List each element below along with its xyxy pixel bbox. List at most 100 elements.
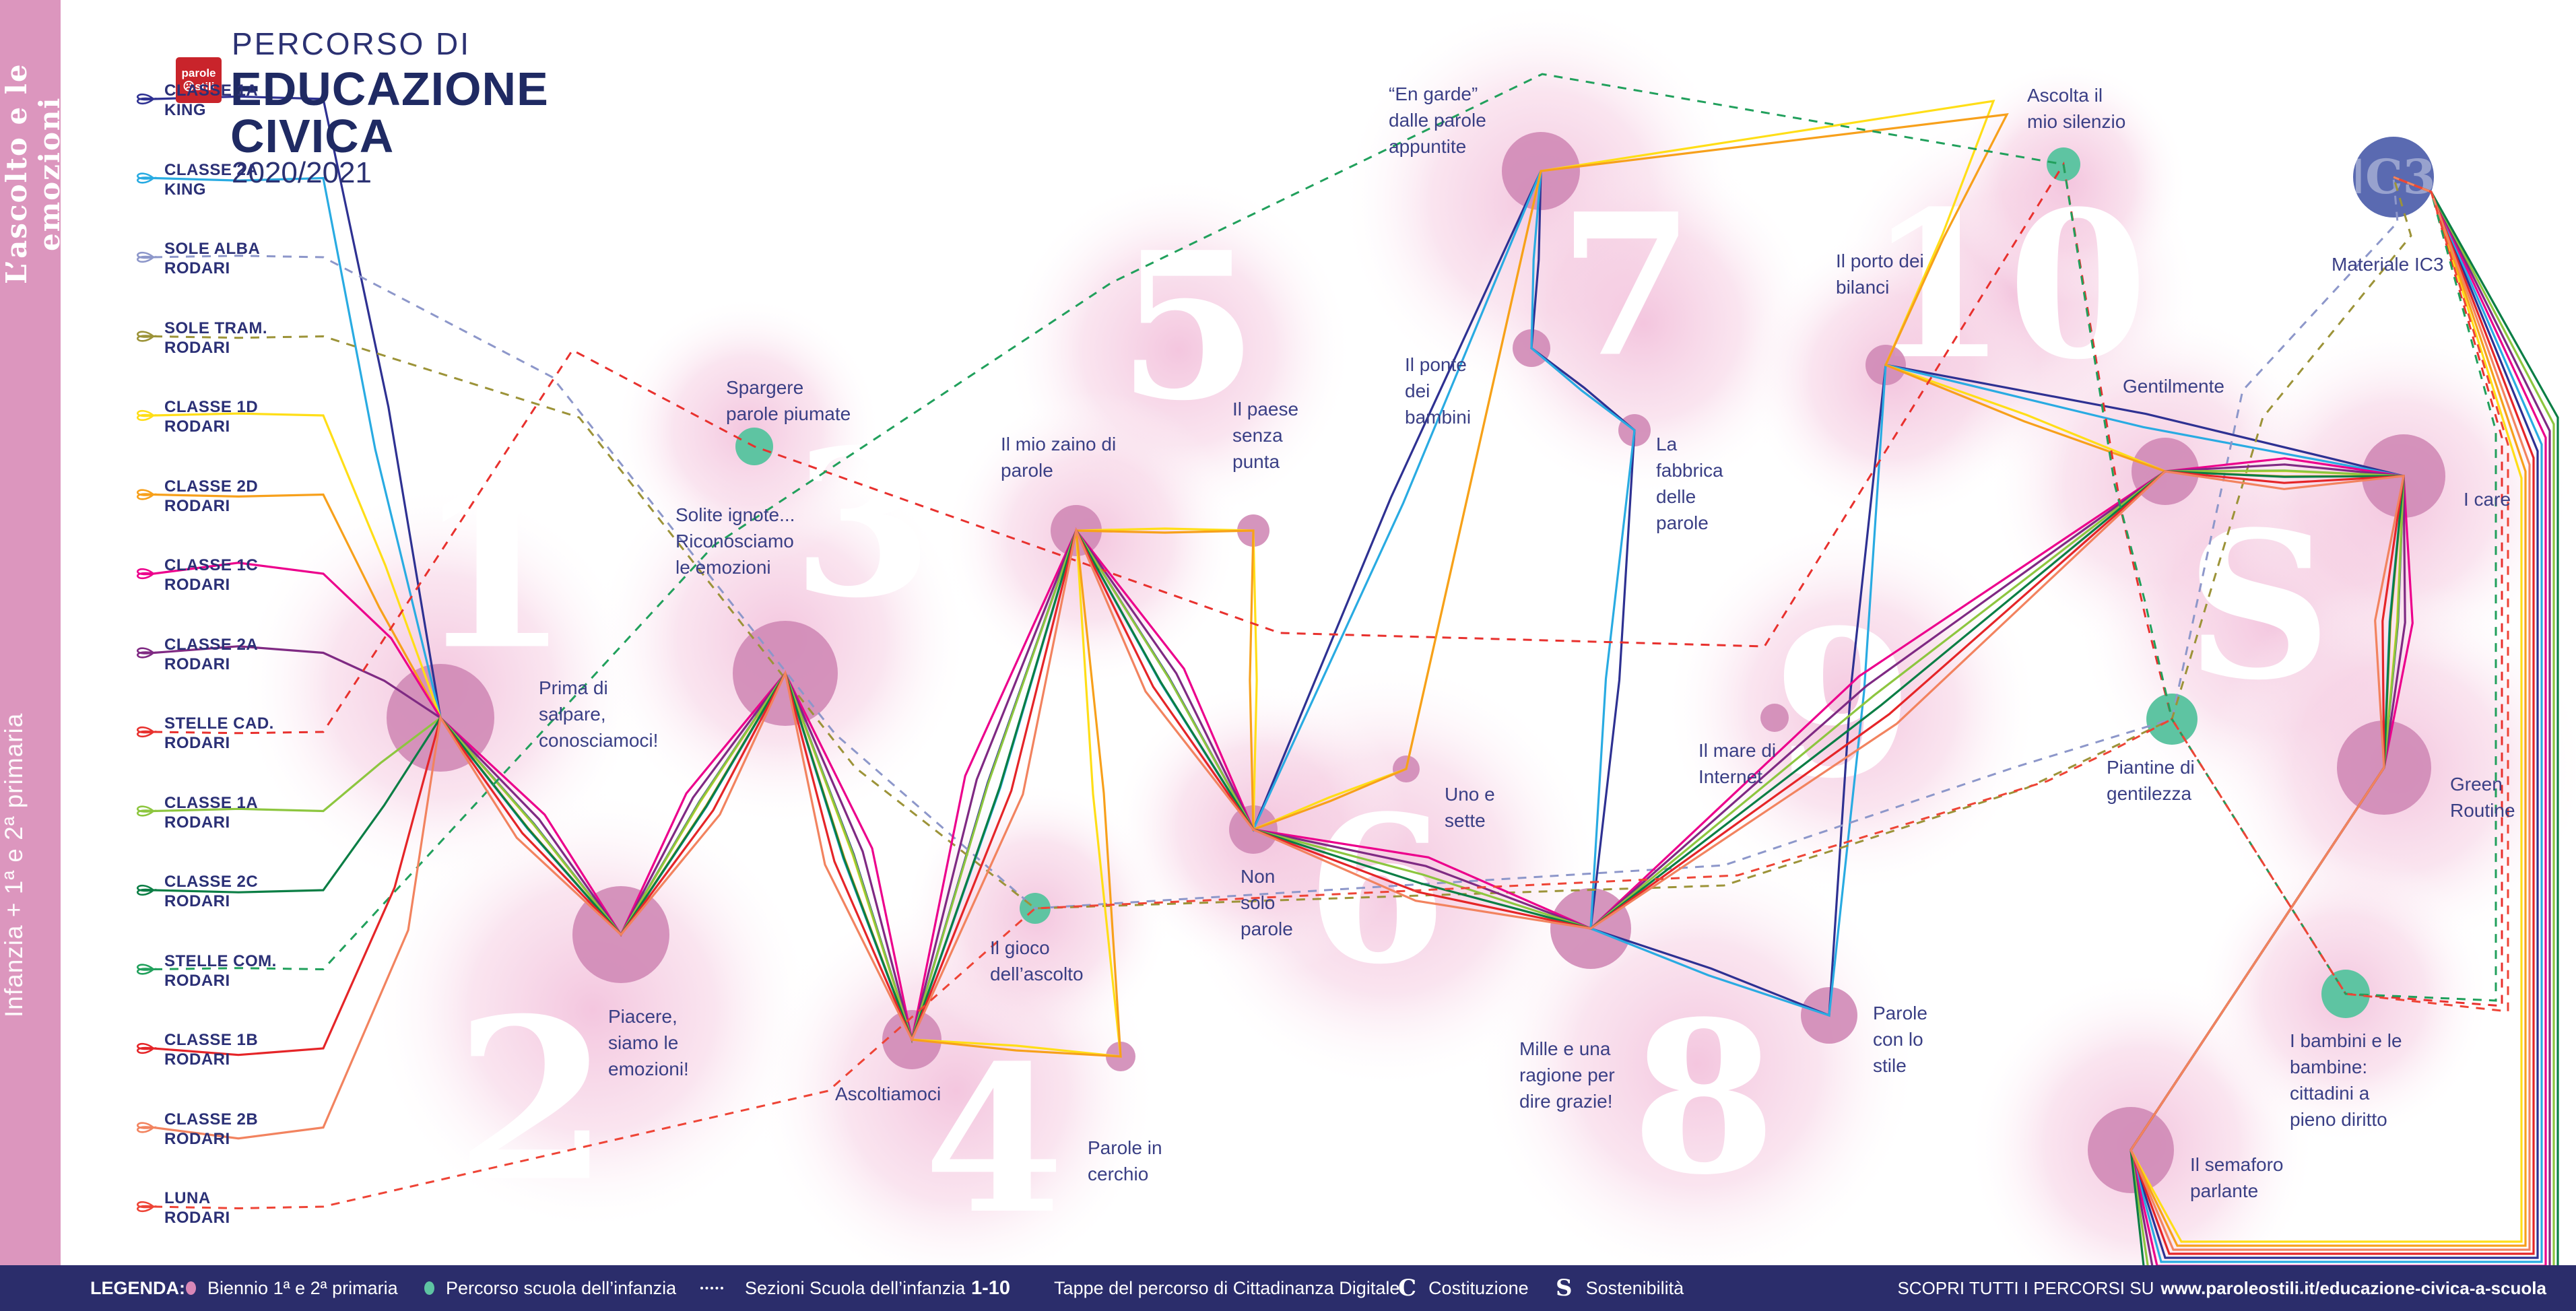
legend-label: Tappe del percorso di Cittadinanza Digit… — [1054, 1277, 1400, 1298]
tappa-numeral-7: 7 — [1558, 171, 1694, 401]
bow-icon — [137, 489, 157, 500]
class-name: SOLE ALBA — [164, 240, 261, 258]
station-label-green: Green Routine — [2450, 774, 2515, 821]
station-label-paese: Il paese senza punta — [1232, 399, 1299, 472]
class-name: CLASSE 2A — [164, 635, 259, 654]
bow-icon — [137, 1122, 157, 1133]
station-label-fabbrica: La fabbrica delle parole — [1656, 434, 1723, 533]
page-title-line1: EDUCAZIONE — [230, 63, 549, 115]
glow-blob — [370, 788, 815, 1232]
tappa-numeral-10: 10 — [1867, 166, 2148, 404]
bow-icon — [137, 1042, 157, 1054]
dot-teal-icon — [424, 1281, 434, 1295]
tappa-numeral-8: 8 — [1631, 976, 1777, 1221]
station-label-zaino: Il mio zaino di parole — [1001, 434, 1117, 481]
logo-line2: ☹stili — [183, 80, 215, 93]
ic3-logo-icon: ǀC3 — [2351, 149, 2435, 205]
bow-icon — [137, 805, 157, 817]
class-school: RODARI — [164, 496, 230, 515]
header-kicker: PERCORSO DI — [232, 26, 471, 61]
route-line-stelle-cad--rodari — [153, 161, 2503, 1007]
legend-label: Biennio 1ª e 2ª primaria — [207, 1277, 398, 1298]
class-name: CLASSE 1C — [164, 556, 259, 574]
sidebar-theme-label: L’ascolto e le emozioni — [0, 63, 66, 285]
class-school: RODARI — [164, 813, 230, 832]
station-label-gentilmente: Gentilmente — [2123, 376, 2224, 397]
route-line-luna-rodari — [153, 176, 2509, 1210]
legend-symbol-C: C — [1398, 1275, 1417, 1302]
dot-pink-icon — [186, 1281, 196, 1295]
class-school: RODARI — [164, 1209, 230, 1227]
bow-icon — [137, 964, 157, 975]
dashed-line-icon — [700, 1287, 723, 1289]
class-name: CLASSE 1A — [164, 793, 259, 812]
legend-item: 1-10 Tappe del percorso di Cittadinanza D… — [971, 1265, 1399, 1311]
class-entry-5: CLASSE 1D RODARI — [164, 397, 339, 436]
class-entry-10: CLASSE 1A RODARI — [164, 793, 339, 832]
station-label-nonsolo: Non solo parole — [1241, 866, 1293, 939]
class-entry-7: CLASSE 1C RODARI — [164, 556, 339, 595]
station-label-ic3: Materiale IC3 — [2332, 254, 2444, 275]
tappa-numeral-1: 1 — [416, 437, 570, 699]
bow-icon — [137, 1201, 157, 1213]
class-school: RODARI — [164, 1050, 230, 1069]
class-school: RODARI — [164, 654, 230, 673]
bow-icon — [137, 884, 157, 896]
legend-label: Costituzione — [1428, 1277, 1529, 1298]
sidebar-grade-label: Infanzia + 1ª e 2ª primaria — [0, 712, 28, 1018]
class-entry-13: CLASSE 1B RODARI — [164, 1030, 339, 1069]
legend-label: Sezioni Scuola dell’infanzia — [745, 1277, 966, 1298]
tappa-numeral-4: 4 — [923, 1021, 1065, 1258]
class-entry-1: CLASSE 1A KING — [164, 81, 339, 120]
school-year: 2020/2021 — [232, 156, 372, 189]
class-entry-11: CLASSE 2C RODARI — [164, 872, 339, 911]
station-label-ascoltiamoci: Ascoltiamoci — [835, 1083, 942, 1104]
route-line-sole-alba-rodari — [153, 176, 2399, 910]
station-label-piantine: Piantine di gentilezza — [2107, 757, 2195, 804]
station-label-mare: Il mare di Internet — [1698, 740, 1777, 787]
tappa-numeral-5: 5 — [1117, 207, 1259, 445]
legend-item: Sezioni Scuola dell’infanzia — [700, 1265, 965, 1311]
class-name: CLASSE 1D — [164, 398, 259, 416]
bow-icon — [137, 93, 157, 105]
route-line-classe-2c-rodari — [153, 176, 2559, 1279]
legend-item: S Sostenibilità — [1556, 1265, 1684, 1311]
station-label-prima: Prima di salpare, conosciamoci! — [539, 677, 659, 751]
cta-url[interactable]: www.paroleostili.it/educazione-civica-a-… — [2160, 1277, 2546, 1298]
class-entry-15: LUNA RODARI — [164, 1188, 339, 1228]
route-line-classe-2d-rodari — [153, 113, 2527, 1247]
legend-label: Percorso scuola dell’infanzia — [446, 1277, 677, 1298]
station-label-cerchio: Parole in cerchio — [1088, 1137, 1162, 1184]
tappa-numeral-3: 3 — [792, 405, 933, 642]
route-line-classe-1d-rodari — [153, 99, 2523, 1243]
sidebar: L’ascolto e le emozioni Infanzia + 1ª e … — [0, 0, 66, 1311]
class-school: RODARI — [164, 259, 230, 277]
cta: SCOPRI TUTTI I PERCORSI SU www.paroleost… — [1897, 1265, 2546, 1311]
class-name: CLASSE 2C — [164, 873, 259, 891]
class-entry-14: CLASSE 2B RODARI — [164, 1110, 339, 1149]
station-label-mille: Mille e una ragione per dire grazie! — [1519, 1038, 1615, 1112]
class-school: RODARI — [164, 734, 230, 752]
station-label-ascolta: Ascolta il mio silenzio — [2027, 85, 2126, 132]
class-school: RODARI — [164, 576, 230, 594]
station-label-semaforo: Il semaforo parlante — [2190, 1154, 2284, 1201]
legend-symbol-1-10: 1-10 — [971, 1277, 1011, 1299]
class-school: RODARI — [164, 417, 230, 436]
station-label-bambini: I bambini e le bambine: cittadini a pien… — [2290, 1030, 2402, 1130]
class-name: SOLE TRAM. — [164, 318, 267, 337]
station-label-engarde: “En garde” dalle parole appuntite — [1389, 83, 1486, 157]
route-line-stelle-com--rodari — [153, 73, 2497, 1002]
station-label-icare: I care — [2464, 489, 2511, 510]
station-label-piacere: Piacere, siamo le emozioni! — [608, 1006, 689, 1079]
bow-icon — [137, 568, 157, 580]
class-school: RODARI — [164, 338, 230, 357]
class-school: RODARI — [164, 1129, 230, 1148]
bow-icon — [137, 647, 157, 659]
class-name: LUNA — [164, 1189, 211, 1207]
class-entry-2: CLASSE 2A KING — [164, 160, 339, 199]
station-label-gioco: Il gioco dell’ascolto — [990, 937, 1084, 984]
legend-item: C Costituzione — [1398, 1265, 1529, 1311]
class-name: CLASSE 2D — [164, 477, 259, 496]
station-label-spargere: Spargere parole piumate — [726, 377, 851, 424]
